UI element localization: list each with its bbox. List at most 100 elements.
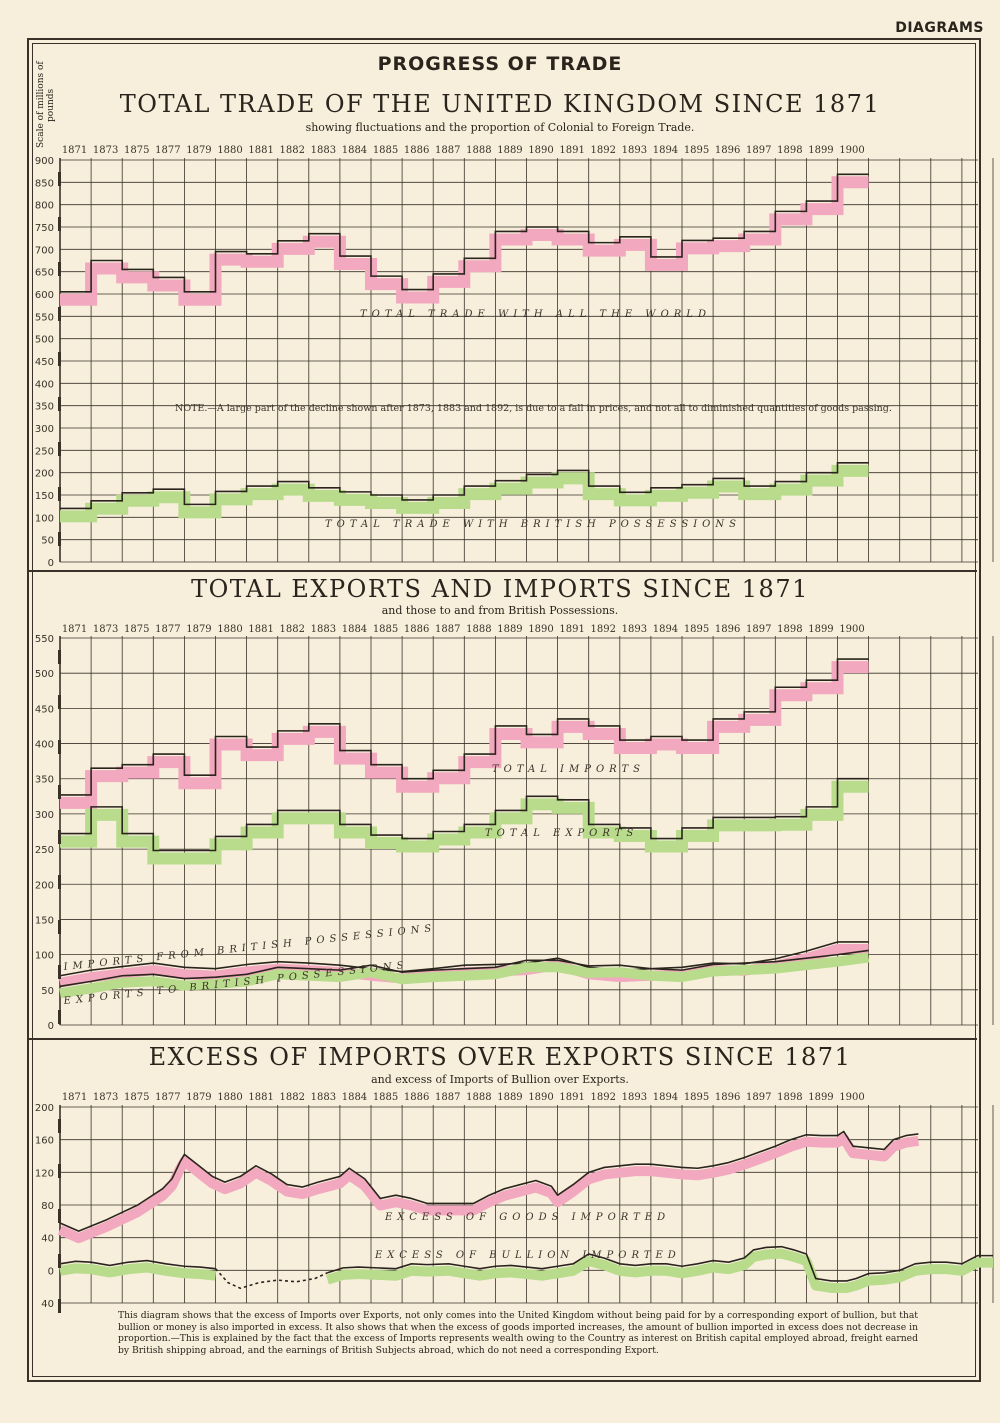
y-tick-label: 0 xyxy=(48,1266,54,1277)
x-tick-label: 1890 xyxy=(528,1092,553,1103)
scale-marker xyxy=(58,487,61,501)
x-tick-label: 1891 xyxy=(559,1092,584,1103)
panel-divider xyxy=(29,570,977,572)
y-tick-label: 80 xyxy=(41,1201,54,1212)
x-tick-label: 1887 xyxy=(435,145,460,156)
x-tick-label: 1893 xyxy=(622,624,647,635)
page-title: PROGRESS OF TRADE xyxy=(377,53,623,75)
panel1-subtitle: showing fluctuations and the proportion … xyxy=(305,121,695,134)
x-tick-label: 1895 xyxy=(684,1092,709,1103)
series-label-total-imports: TOTAL IMPORTS xyxy=(492,764,645,775)
x-tick-label: 1875 xyxy=(124,145,149,156)
scale-marker xyxy=(58,965,61,979)
panel3-title: EXCESS OF IMPORTS OVER EXPORTS SINCE 187… xyxy=(148,1043,852,1071)
x-tick-label: 1877 xyxy=(155,624,180,635)
x-tick-label: 1889 xyxy=(497,1092,522,1103)
scale-marker xyxy=(58,785,61,799)
y-tick-label: 450 xyxy=(35,704,54,715)
x-tick-label: 1888 xyxy=(466,1092,491,1103)
series-label-total-trade-possessions: TOTAL TRADE WITH BRITISH POSSESSIONS xyxy=(325,519,741,530)
x-tick-label: 1899 xyxy=(808,145,833,156)
y-tick-label: 400 xyxy=(35,379,54,390)
y-tick-label: 150 xyxy=(35,491,54,502)
x-tick-label: 1871 xyxy=(62,1092,87,1103)
y-tick-label: 100 xyxy=(35,513,54,524)
y-tick-label: 160 xyxy=(35,1136,54,1147)
x-tick-label: 1891 xyxy=(559,145,584,156)
y-tick-label: 250 xyxy=(35,845,54,856)
x-tick-label: 1882 xyxy=(280,145,305,156)
series-2-2-line xyxy=(60,777,869,852)
scale-marker xyxy=(58,217,61,231)
x-tick-label: 1871 xyxy=(62,624,87,635)
y-tick-label: 350 xyxy=(35,402,54,413)
scale-marker xyxy=(58,695,61,709)
series-3-2-band xyxy=(59,1262,217,1281)
y-tick-label: 450 xyxy=(35,357,54,368)
x-tick-label: 1897 xyxy=(746,145,771,156)
y-tick-label: 250 xyxy=(35,446,54,457)
panel-3-chart: 40 0 40 80 120 160 200 1871 1873 1875 1877 1879 1880… xyxy=(35,1092,994,1313)
x-tick-label: 1895 xyxy=(684,145,709,156)
x-tick-label: 1896 xyxy=(715,624,740,635)
y-tick-label: 300 xyxy=(35,424,54,435)
scale-marker xyxy=(58,1209,61,1223)
series-1-1-line xyxy=(60,173,869,293)
x-tick-label: 1900 xyxy=(839,624,864,635)
x-tick-label: 1875 xyxy=(124,624,149,635)
x-tick-label: 1889 xyxy=(497,145,522,156)
series-3-1-line xyxy=(59,1130,919,1232)
panel2-title: TOTAL EXPORTS AND IMPORTS SINCE 1871 xyxy=(191,575,809,603)
x-tick-label: 1880 xyxy=(217,1092,242,1103)
x-tick-label: 1887 xyxy=(435,624,460,635)
x-tick-label: 1881 xyxy=(248,1092,273,1103)
panel3-subtitle: and excess of Imports of Bullion over Ex… xyxy=(371,1073,629,1086)
scale-marker xyxy=(58,1119,61,1133)
x-tick-label: 1888 xyxy=(466,145,491,156)
x-tick-label: 1898 xyxy=(777,145,802,156)
explanatory-note: This diagram shows that the excess of Im… xyxy=(118,1310,918,1356)
x-tick-label: 1896 xyxy=(715,1092,740,1103)
x-tick-label: 1892 xyxy=(591,145,616,156)
series-label-total-exports: TOTAL EXPORTS xyxy=(485,828,638,839)
x-tick-label: 1892 xyxy=(591,624,616,635)
x-tick-label: 1900 xyxy=(839,145,864,156)
y-tick-label: 500 xyxy=(35,335,54,346)
y-tick-label: 400 xyxy=(35,740,54,751)
scale-marker xyxy=(58,397,61,411)
x-tick-label: 1884 xyxy=(342,145,367,156)
x-tick-label: 1894 xyxy=(653,1092,678,1103)
x-tick-label: 1895 xyxy=(684,624,709,635)
series-3-1-band xyxy=(57,1133,920,1244)
x-tick-label: 1880 xyxy=(217,145,242,156)
x-tick-label: 1883 xyxy=(311,145,336,156)
x-tick-label: 1900 xyxy=(839,1092,864,1103)
x-tick-label: 1888 xyxy=(466,624,491,635)
x-tick-label: 1898 xyxy=(777,1092,802,1103)
panel2-subtitle: and those to and from British Possession… xyxy=(381,604,619,617)
y-tick-label: 200 xyxy=(35,469,54,480)
x-tick-label: 1879 xyxy=(186,624,211,635)
panel1-title: TOTAL TRADE OF THE UNITED KINGDOM SINCE … xyxy=(119,90,881,118)
y-tick-label: 150 xyxy=(35,915,54,926)
y-tick-label: 100 xyxy=(35,951,54,962)
scale-marker xyxy=(58,1010,61,1024)
corner-label: DIAGRAMS xyxy=(895,20,984,36)
y-tick-label: 50 xyxy=(41,536,54,547)
x-tick-label: 1879 xyxy=(186,145,211,156)
y-tick-label: 200 xyxy=(35,1103,54,1114)
x-tick-label: 1890 xyxy=(528,624,553,635)
x-tick-label: 1882 xyxy=(280,624,305,635)
x-tick-label: 1873 xyxy=(93,624,118,635)
scale-marker xyxy=(58,920,61,934)
series-2-1-line xyxy=(60,658,869,796)
x-tick-label: 1875 xyxy=(124,1092,149,1103)
y-tick-label: 300 xyxy=(35,810,54,821)
x-tick-label: 1886 xyxy=(404,624,429,635)
y-tick-label: 650 xyxy=(35,268,54,279)
scale-marker xyxy=(58,830,61,844)
scale-marker xyxy=(58,875,61,889)
series-3-2-line xyxy=(59,1259,216,1270)
series-label-excess-bullion: EXCESS OF BULLION IMPORTED xyxy=(374,1250,681,1261)
